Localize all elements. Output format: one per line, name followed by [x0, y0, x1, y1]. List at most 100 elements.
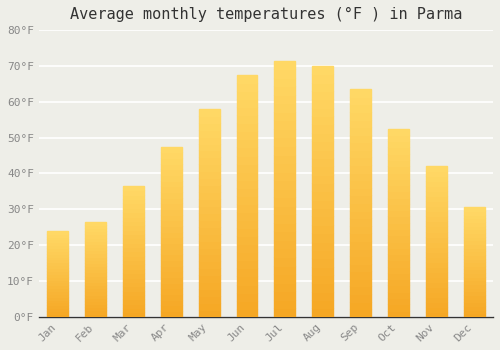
- Bar: [48, 271, 68, 274]
- Bar: [426, 257, 446, 261]
- Bar: [123, 221, 144, 225]
- Bar: [388, 235, 409, 241]
- Bar: [161, 215, 182, 220]
- Bar: [198, 171, 220, 178]
- Title: Average monthly temperatures (°F ) in Parma: Average monthly temperatures (°F ) in Pa…: [70, 7, 462, 22]
- Bar: [350, 165, 371, 173]
- Bar: [198, 116, 220, 123]
- Bar: [161, 300, 182, 306]
- Bar: [236, 180, 258, 188]
- Bar: [274, 129, 295, 138]
- Bar: [464, 244, 484, 247]
- Bar: [236, 99, 258, 107]
- Bar: [350, 173, 371, 180]
- Bar: [312, 125, 333, 133]
- Bar: [123, 199, 144, 203]
- Bar: [236, 212, 258, 220]
- Bar: [312, 225, 333, 233]
- Bar: [388, 179, 409, 185]
- Bar: [236, 293, 258, 301]
- Bar: [161, 209, 182, 215]
- Bar: [312, 292, 333, 300]
- Bar: [464, 313, 484, 317]
- Bar: [236, 147, 258, 155]
- Bar: [388, 273, 409, 279]
- Bar: [48, 285, 68, 288]
- Bar: [426, 191, 446, 196]
- Bar: [48, 254, 68, 257]
- Bar: [388, 185, 409, 191]
- Bar: [312, 74, 333, 83]
- Bar: [123, 260, 144, 265]
- Bar: [464, 259, 484, 262]
- Bar: [426, 237, 446, 242]
- Bar: [388, 310, 409, 317]
- Bar: [48, 302, 68, 305]
- Bar: [198, 234, 220, 240]
- Bar: [236, 75, 258, 83]
- Bar: [464, 299, 484, 302]
- Bar: [312, 175, 333, 183]
- Bar: [161, 249, 182, 254]
- Bar: [274, 308, 295, 317]
- Bar: [388, 160, 409, 166]
- Bar: [48, 245, 68, 248]
- Bar: [350, 195, 371, 203]
- Bar: [426, 297, 446, 302]
- Bar: [312, 116, 333, 125]
- Bar: [48, 305, 68, 308]
- Bar: [198, 268, 220, 275]
- Bar: [48, 291, 68, 294]
- Bar: [198, 213, 220, 220]
- Bar: [350, 203, 371, 211]
- Bar: [274, 206, 295, 214]
- Bar: [123, 265, 144, 269]
- Bar: [388, 154, 409, 160]
- Bar: [123, 243, 144, 247]
- Bar: [48, 237, 68, 239]
- Bar: [48, 248, 68, 251]
- Bar: [464, 229, 484, 233]
- Bar: [161, 306, 182, 311]
- Bar: [48, 251, 68, 254]
- Bar: [198, 150, 220, 158]
- Bar: [350, 112, 371, 120]
- Bar: [236, 228, 258, 236]
- Bar: [123, 190, 144, 195]
- Bar: [388, 216, 409, 223]
- Bar: [198, 164, 220, 171]
- Bar: [388, 141, 409, 147]
- Bar: [312, 233, 333, 242]
- Bar: [48, 297, 68, 300]
- Bar: [85, 310, 106, 314]
- Bar: [426, 261, 446, 267]
- Bar: [350, 127, 371, 135]
- Bar: [350, 158, 371, 165]
- Bar: [123, 278, 144, 282]
- Bar: [123, 256, 144, 260]
- Bar: [350, 226, 371, 233]
- Bar: [464, 247, 484, 251]
- Bar: [312, 267, 333, 275]
- Bar: [161, 254, 182, 260]
- Bar: [464, 295, 484, 299]
- Bar: [198, 303, 220, 310]
- Bar: [198, 178, 220, 185]
- Bar: [426, 287, 446, 292]
- Bar: [198, 136, 220, 144]
- Bar: [350, 271, 371, 279]
- Bar: [198, 310, 220, 317]
- Bar: [274, 78, 295, 86]
- Bar: [312, 83, 333, 91]
- Bar: [236, 172, 258, 180]
- Bar: [388, 298, 409, 304]
- Bar: [464, 218, 484, 222]
- Bar: [198, 185, 220, 192]
- Bar: [388, 292, 409, 298]
- Bar: [85, 314, 106, 317]
- Bar: [161, 152, 182, 158]
- Bar: [426, 231, 446, 237]
- Bar: [123, 238, 144, 243]
- Bar: [161, 158, 182, 163]
- Bar: [312, 158, 333, 166]
